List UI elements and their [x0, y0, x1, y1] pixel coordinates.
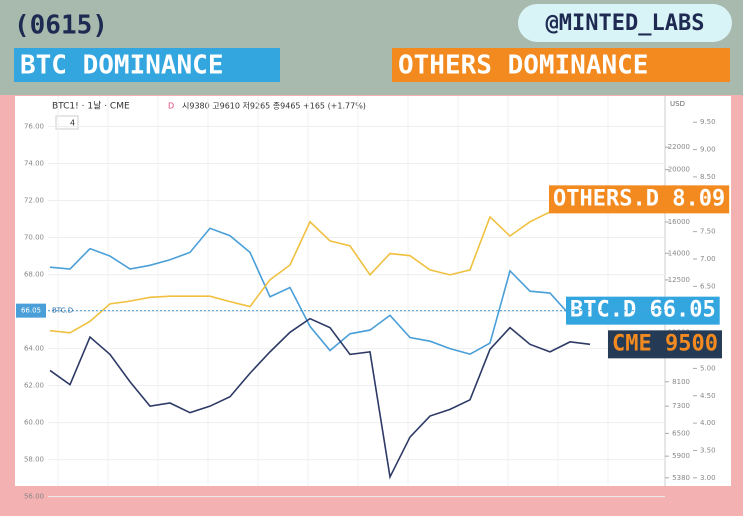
- y-tick-label: 68.00: [24, 271, 44, 279]
- y3-tick-label: 16000: [668, 218, 690, 226]
- series-label: CME 9500: [612, 331, 718, 356]
- collapse-box[interactable]: [55, 115, 79, 130]
- y3-tick-label: 6500: [672, 429, 690, 437]
- y-tick-label: 72.00: [24, 197, 44, 205]
- y2-tick-label: 7.50: [700, 228, 716, 236]
- series-label-bg: [549, 185, 730, 214]
- left-title-bg: [14, 48, 280, 82]
- right-title-bg: [392, 48, 730, 82]
- y2-tick-label: 9.00: [700, 146, 716, 154]
- y-tick-label: 74.00: [24, 160, 44, 168]
- y2-tick-label: 3.00: [700, 474, 716, 482]
- plot-bg: [15, 96, 731, 486]
- y-tick-label: 60.00: [24, 419, 44, 427]
- collapse[interactable]: 4: [70, 119, 75, 128]
- series-label-bg: [608, 330, 722, 359]
- currency: USD: [670, 100, 685, 108]
- y3-tick-label: 14000: [668, 249, 690, 257]
- y3-tick-label: 12500: [668, 276, 690, 284]
- y2-tick-label: 4.50: [700, 392, 716, 400]
- axis-label: 66.05: [21, 307, 41, 315]
- y2-tick-label: 8.50: [700, 173, 716, 181]
- y2-tick-label: 9.50: [700, 118, 716, 126]
- y3-tick-label: 8100: [672, 378, 690, 386]
- left-title: BTC DOMINANCE: [20, 51, 224, 81]
- axis-label-bg: [16, 303, 46, 318]
- y2-tick-label: 3.50: [700, 446, 716, 454]
- ohlc: 시9380 고9610 저9265 종9465 +165 (+1.77%): [182, 102, 366, 111]
- y2-tick-label: 5.00: [700, 364, 716, 372]
- y-tick-label: 70.00: [24, 234, 44, 242]
- y-tick-label: 62.00: [24, 382, 44, 390]
- series-line: [49, 198, 591, 334]
- y-tick-label: 76.00: [24, 123, 44, 131]
- series-line: [49, 317, 591, 480]
- flag: D: [168, 102, 174, 111]
- y3-tick-label: 20000: [668, 166, 690, 174]
- y3-tick-label: 7300: [672, 402, 690, 410]
- handle-bg: [518, 4, 732, 42]
- y3-tick-label: 5900: [672, 452, 690, 460]
- right-title: OTHERS DOMINANCE: [398, 51, 648, 81]
- series-line: [49, 227, 591, 356]
- series-label: OTHERS.D 8.09: [553, 186, 725, 211]
- y3-tick-label: 22000: [668, 143, 690, 151]
- series-label-bg: [566, 296, 720, 325]
- y2-tick-label: 4.00: [700, 419, 716, 427]
- y-tick-label: 64.00: [24, 345, 44, 353]
- y-tick-label: 58.00: [24, 456, 44, 464]
- series-label: BTC.D 66.05: [570, 298, 716, 323]
- y3-tick-label: 5380: [672, 474, 690, 482]
- handle: @MINTED_LABS: [546, 11, 705, 36]
- y2-tick-label: 6.50: [700, 282, 716, 290]
- y-tick-label: 56.00: [24, 493, 44, 501]
- date: (0615): [14, 11, 108, 41]
- y2-tick-label: 7.00: [700, 255, 716, 263]
- symbol: BTC1! · 1날 · CME: [52, 101, 130, 112]
- axis-name: BTC.D: [52, 307, 73, 315]
